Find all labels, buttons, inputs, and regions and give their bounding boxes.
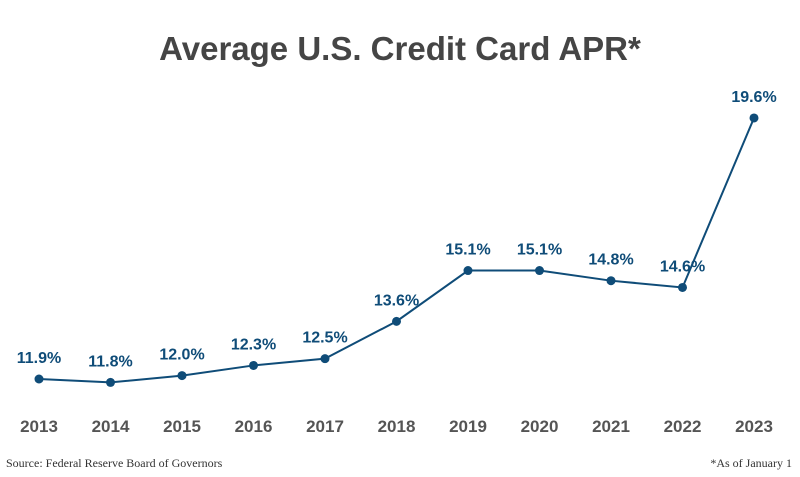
data-point [249, 360, 258, 370]
data-point [678, 282, 687, 292]
x-tick-label: 2015 [163, 417, 201, 436]
data-label: 13.6% [374, 292, 419, 309]
x-tick-label: 2014 [92, 417, 130, 436]
data-point [34, 374, 44, 384]
data-point [463, 266, 473, 276]
source-note: Source: Federal Reserve Board of Governo… [6, 456, 223, 470]
data-point [106, 377, 115, 387]
data-label: 19.6% [731, 89, 776, 106]
data-label: 12.0% [159, 347, 204, 364]
data-label: 14.8% [588, 252, 633, 269]
x-tick-label: 2020 [521, 417, 559, 436]
x-tick-label: 2022 [664, 417, 702, 436]
x-tick-label: 2013 [20, 417, 58, 436]
chart-title: Average U.S. Credit Card APR* [159, 30, 641, 67]
series-line [38, 117, 755, 384]
data-point [392, 316, 401, 326]
x-tick-label: 2018 [378, 417, 416, 436]
data-label: 15.1% [517, 242, 562, 259]
data-label: 11.8% [88, 353, 132, 370]
x-tick-label: 2017 [306, 417, 344, 436]
x-tick-label: 2016 [235, 417, 273, 436]
x-tick-label: 2021 [592, 417, 630, 436]
data-label: 12.3% [231, 336, 276, 353]
x-tick-label: 2023 [735, 417, 773, 436]
x-tick-label: 2019 [449, 417, 487, 436]
data-label: 12.5% [302, 330, 347, 347]
footnote: *As of January 1 [710, 456, 792, 470]
data-point [535, 266, 544, 276]
data-point [177, 371, 187, 381]
data-point [320, 354, 330, 364]
data-label: 11.9% [17, 350, 61, 367]
data-point [606, 276, 616, 286]
data-label: 15.1% [445, 242, 490, 259]
data-point [749, 113, 759, 123]
data-label: 14.6% [660, 258, 705, 275]
